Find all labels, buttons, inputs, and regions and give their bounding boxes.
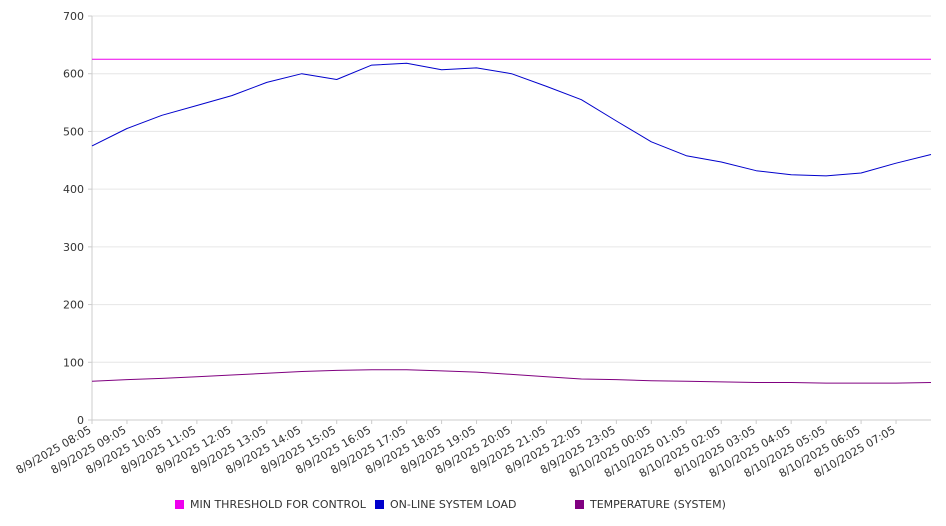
y-tick-label: 600: [63, 68, 84, 81]
legend-label-temperature: TEMPERATURE (SYSTEM): [590, 498, 726, 511]
grid-lines: [92, 15, 931, 363]
axes: [91, 16, 931, 421]
y-tick-label: 0: [77, 414, 84, 427]
legend-item-min-threshold: MIN THRESHOLD FOR CONTROL: [175, 498, 366, 511]
legend-label-online-load: ON-LINE SYSTEM LOAD: [390, 498, 517, 511]
y-tick-label: 300: [63, 241, 84, 254]
legend-item-online-load: ON-LINE SYSTEM LOAD: [375, 498, 516, 511]
series-lines: [91, 58, 932, 384]
legend-item-temperature: TEMPERATURE (SYSTEM): [575, 498, 726, 511]
y-tick-label: 200: [63, 299, 84, 312]
y-tick-labels: 0 100 200 300 400 500 600 700: [63, 10, 92, 427]
legend-swatch-min-threshold: [175, 500, 184, 509]
legend-swatch-temperature: [575, 500, 584, 509]
x-tick-labels: 8/9/2025 08:058/9/2025 09:058/9/2025 10:…: [14, 420, 898, 480]
y-tick-label: 400: [63, 183, 84, 196]
legend: MIN THRESHOLD FOR CONTROL ON-LINE SYSTEM…: [0, 498, 946, 514]
series-line-1: [91, 62, 932, 177]
legend-swatch-online-load: [375, 500, 384, 509]
series-line-2: [91, 369, 932, 384]
y-tick-label: 700: [63, 10, 84, 23]
legend-label-min-threshold: MIN THRESHOLD FOR CONTROL: [190, 498, 366, 511]
y-tick-label: 500: [63, 125, 84, 138]
y-tick-label: 100: [63, 356, 84, 369]
